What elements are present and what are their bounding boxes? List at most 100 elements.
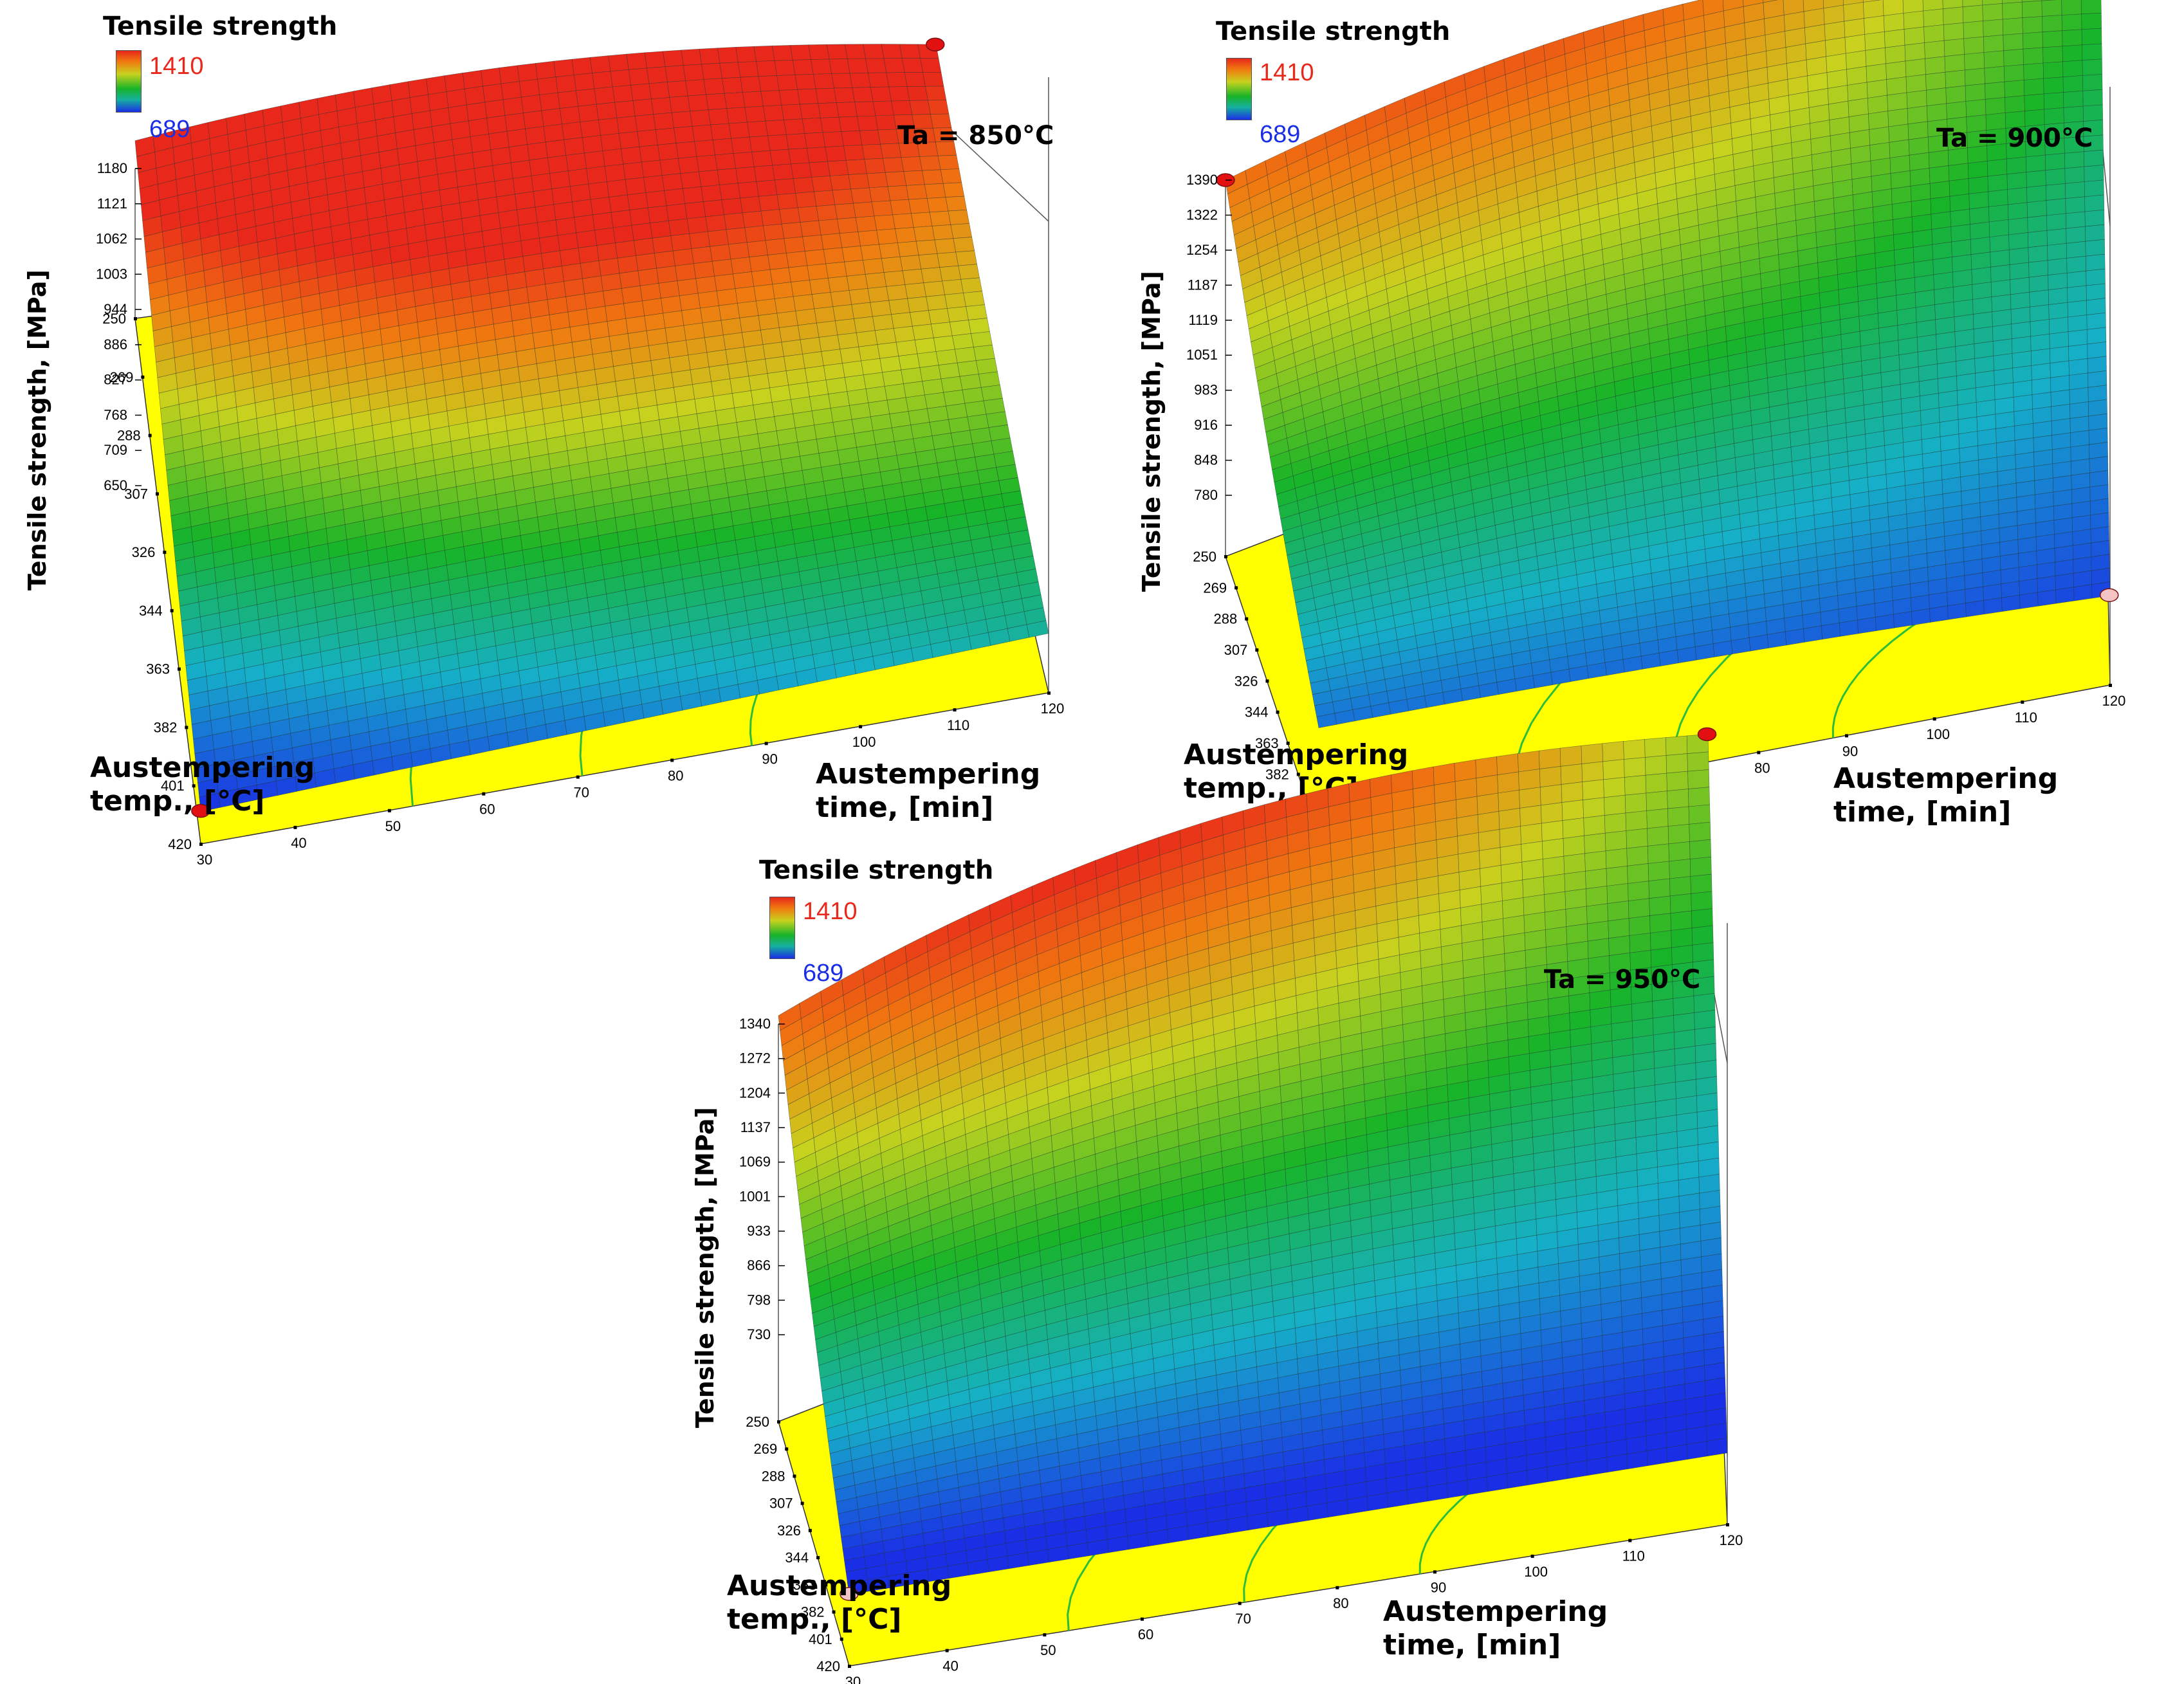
surface-cell — [703, 199, 724, 217]
surface-cell — [1247, 1512, 1269, 1531]
surface-cell — [2064, 151, 2085, 169]
surface-cell — [1874, 234, 1895, 253]
surface-cell — [731, 390, 754, 408]
surface-cell — [1954, 314, 1974, 333]
surface-cell — [1998, 511, 2018, 529]
surface-cell — [887, 185, 909, 201]
surface-cell — [571, 57, 592, 75]
surface-cell — [895, 227, 917, 243]
surface-cell — [710, 123, 731, 140]
surface-cell — [569, 183, 591, 203]
y-tick-label: 307 — [124, 486, 148, 502]
surface-cell — [2044, 107, 2064, 125]
surface-cell — [646, 327, 668, 346]
surface-cell — [1904, 42, 1925, 62]
surface-cell — [653, 112, 674, 130]
surface-cell — [500, 224, 522, 244]
surface-cell — [1923, 24, 1945, 43]
y-axis-label-line1: Austempering — [90, 751, 315, 784]
surface-cell — [1839, 619, 1858, 637]
z-tick-label: 848 — [1194, 452, 1218, 468]
surface-cell — [886, 284, 908, 301]
surface-cell — [711, 259, 733, 277]
surface-cell — [671, 111, 693, 129]
surface-cell — [841, 246, 863, 262]
surface-cell — [774, 296, 796, 314]
surface-cell — [934, 238, 957, 254]
surface-cell — [2046, 213, 2067, 231]
surface-cell — [2086, 312, 2106, 330]
surface-cell — [2087, 342, 2107, 359]
surface-cell — [699, 48, 720, 65]
surface-cell — [975, 358, 998, 374]
surface-cell — [1989, 234, 2010, 253]
surface-cell — [2065, 196, 2086, 214]
surface-cell — [1866, 63, 1887, 83]
surface-cell — [623, 300, 645, 319]
x-axis-label-line1: Austempering — [1833, 762, 2059, 795]
surface-cell — [845, 159, 867, 175]
surface-cell — [648, 82, 670, 100]
surface-cell — [2037, 562, 2056, 579]
surface-cell — [1843, 2, 1864, 22]
surface-cell — [945, 196, 968, 212]
y-tick-label: 288 — [1214, 611, 1238, 627]
surface-cell — [1945, 69, 1966, 88]
surface-cell — [2019, 578, 2038, 596]
z-tick-label: 886 — [104, 336, 127, 352]
y-tick-mark — [178, 667, 181, 671]
surface-cell — [802, 118, 823, 134]
surface-cell — [2084, 194, 2105, 212]
surface-cell — [1896, 292, 1916, 311]
surface-cell — [2068, 343, 2088, 362]
surface-cell — [499, 65, 520, 84]
surface-cell — [909, 100, 931, 115]
surface-cell — [769, 385, 791, 403]
surface-cell — [551, 186, 573, 205]
panel-title: Ta = 850°C — [897, 121, 1054, 151]
surface-cell — [1895, 277, 1916, 296]
surface-cell — [901, 156, 922, 172]
surface-cell — [874, 328, 897, 345]
surface-cell — [784, 354, 805, 371]
surface-cell — [886, 72, 908, 87]
x-axis-label: Austempering time, [min] — [816, 758, 1040, 825]
surface-cell — [838, 116, 860, 132]
surface-cell — [785, 368, 808, 386]
surface-cell — [695, 275, 717, 294]
surface-cell — [428, 91, 449, 111]
surface-cell — [612, 85, 634, 103]
surface-cell — [680, 171, 702, 189]
surface-cell — [1982, 3, 2003, 21]
surface-cell — [842, 360, 864, 378]
surface-cell — [2086, 268, 2106, 286]
surface-cell — [1993, 353, 2014, 371]
surface-cell — [627, 330, 649, 349]
surface-cell — [769, 267, 791, 285]
surface-cell — [1952, 284, 1973, 302]
surface-cell — [863, 258, 885, 275]
surface-cell — [2091, 540, 2110, 558]
surface-cell — [854, 101, 876, 117]
surface-cell — [821, 349, 843, 366]
surface-cell — [1885, 44, 1906, 64]
y-tick-label: 326 — [132, 544, 156, 560]
surface-cell — [788, 382, 810, 400]
surface-cell — [1844, 18, 1866, 38]
surface-cell — [2081, 0, 2102, 15]
surface-cell — [731, 136, 753, 154]
surface-cell — [1964, 68, 1985, 86]
surface-cell — [763, 223, 785, 241]
surface-cell — [740, 196, 762, 214]
surface-cell — [1955, 343, 1976, 362]
surface-cell — [2063, 90, 2084, 108]
surface-cell — [1903, 10, 1924, 30]
surface-cell — [1694, 643, 1715, 661]
surface-cell — [2046, 183, 2066, 201]
surface-cell — [872, 100, 894, 116]
surface-cell — [962, 387, 984, 404]
surface-cell — [461, 215, 482, 235]
surface-cell — [1931, 226, 1952, 245]
surface-cell — [2015, 466, 2035, 484]
x-tick-mark — [387, 809, 391, 812]
